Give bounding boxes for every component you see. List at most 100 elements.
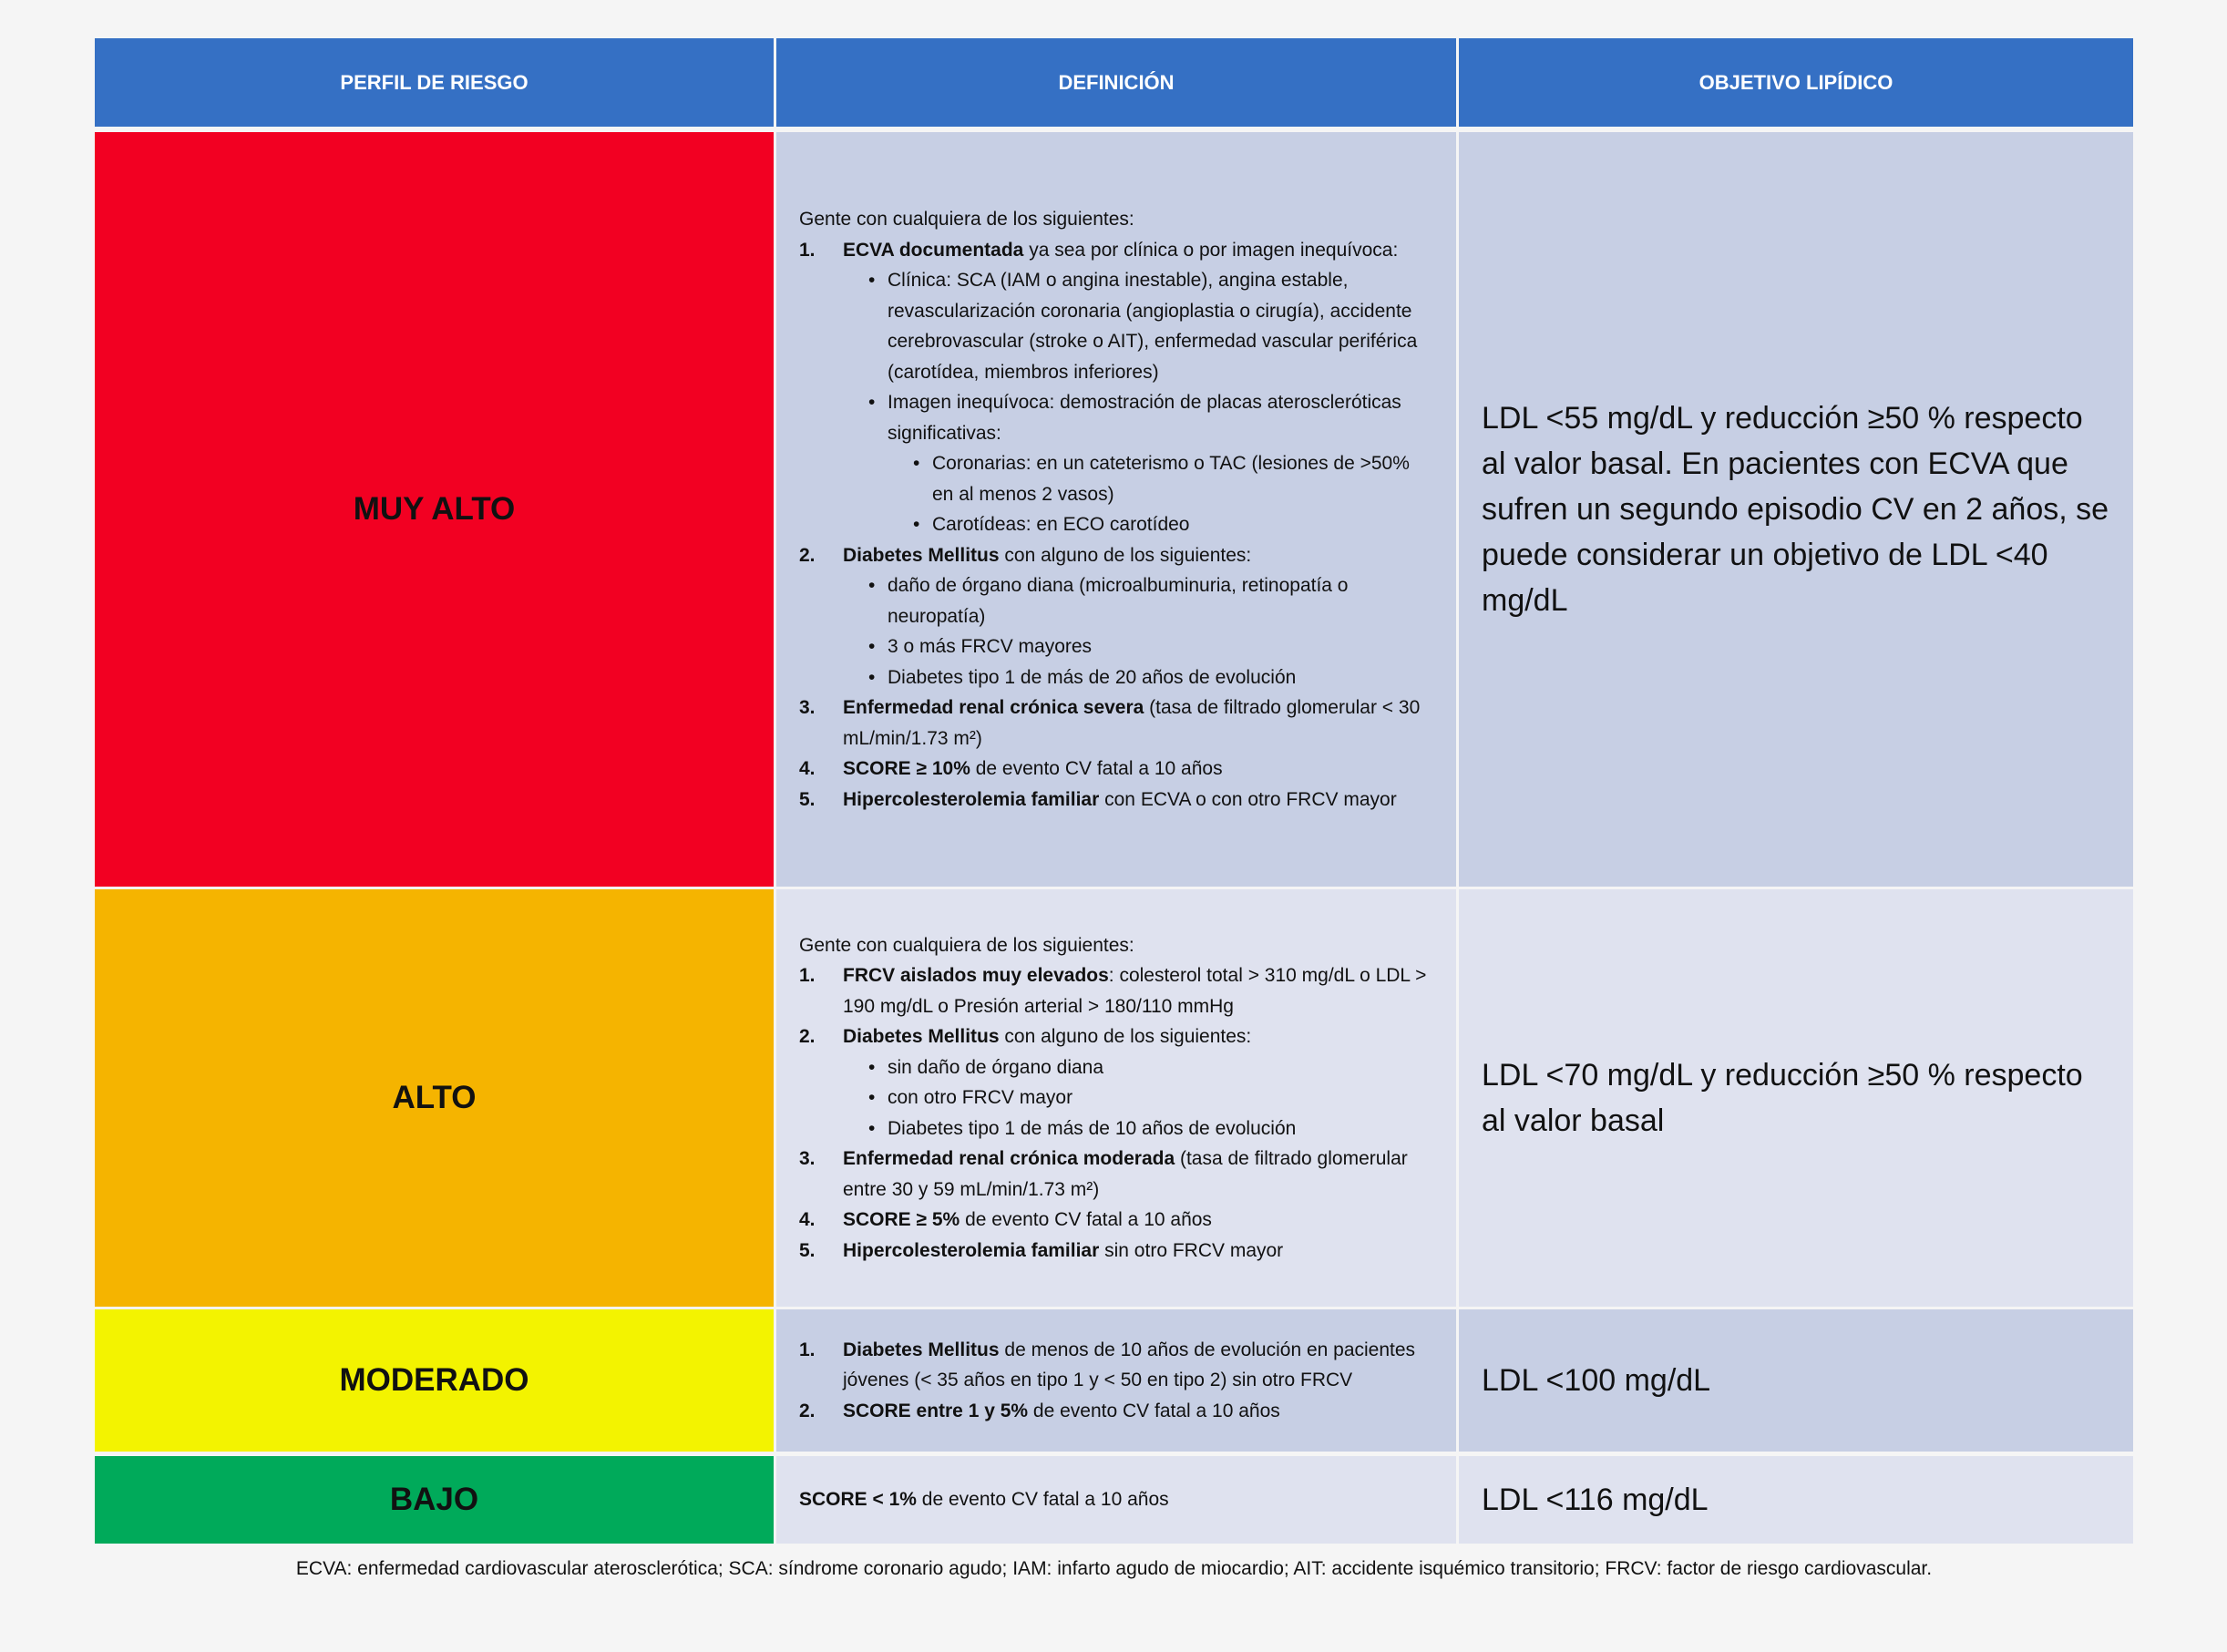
item-text: (tasa de filtrado glomerular < 30 mL/min… xyxy=(843,697,1421,749)
definition-cell: Gente con cualquiera de los siguientes: 1… xyxy=(776,132,1456,887)
item-text: sin otro FRCV mayor xyxy=(1099,1239,1284,1261)
item-text: de evento CV fatal a 10 años xyxy=(1028,1400,1280,1421)
item-text: de evento CV fatal a 10 años xyxy=(970,758,1223,779)
bullet-item: Coronarias: en un cateterismo o TAC (les… xyxy=(913,448,1434,509)
item-number: 1. xyxy=(799,1339,816,1360)
risk-cell: BAJO xyxy=(95,1456,774,1544)
item-bold: SCORE ≥ 5% xyxy=(843,1209,960,1231)
item-text: ya sea por clínica o por imagen inequívo… xyxy=(1023,239,1399,261)
bullet-text: Carotídeas: en ECO carotídeo xyxy=(932,514,1190,535)
item-bold: Hipercolesterolemia familiar xyxy=(843,1239,1100,1261)
definition-intro: Gente con cualquiera de los siguientes: xyxy=(799,209,1134,230)
item-text: de menos de 10 años de evolución en paci… xyxy=(843,1339,1416,1391)
bullet-text: Imagen inequívoca: demostración de placa… xyxy=(888,392,1401,444)
risk-cell: MODERADO xyxy=(95,1309,774,1452)
numbered-item: SCORE < 1% de evento CV fatal a 10 años xyxy=(799,1484,1434,1515)
item-number: 3. xyxy=(799,697,816,718)
bullet-text: Clínica: SCA (IAM o angina inestable), a… xyxy=(888,270,1418,383)
objective-text: LDL <116 mg/dL xyxy=(1482,1483,1709,1517)
definition-cell: Gente con cualquiera de los siguientes: 1… xyxy=(776,889,1456,1307)
numbered-item: 4. SCORE ≥ 10% de evento CV fatal a 10 añ… xyxy=(799,754,1434,785)
bullet-item: daño de órgano diana (microalbuminuria, … xyxy=(868,570,1434,631)
footnote: ECVA: enfermedad cardiovascular ateroscl… xyxy=(295,1558,1933,1579)
numbered-item: 3. Enfermedad renal crónica moderada (tas… xyxy=(799,1144,1434,1205)
item-text: con alguno de los siguientes: xyxy=(999,1026,1252,1048)
objective-text: LDL <55 mg/dL y reducción ≥50 % respecto… xyxy=(1482,401,2109,618)
item-bold: Hipercolesterolemia familiar xyxy=(843,788,1100,810)
item-number: 2. xyxy=(799,544,816,566)
risk-label: MODERADO xyxy=(339,1362,529,1398)
header-cell: PERFIL DE RIESGO xyxy=(95,38,774,127)
item-number: 2. xyxy=(799,1026,816,1048)
numbered-item: 4. SCORE ≥ 5% de evento CV fatal a 10 año… xyxy=(799,1205,1434,1236)
item-bold: Diabetes Mellitus xyxy=(843,1339,1000,1360)
numbered-item: 1. Diabetes Mellitus de menos de 10 años … xyxy=(799,1335,1434,1396)
numbered-item: 2. Diabetes Mellitus con alguno de los si… xyxy=(799,1021,1434,1144)
item-number: 1. xyxy=(799,239,816,261)
bullet-text: Diabetes tipo 1 de más de 10 años de evo… xyxy=(888,1117,1297,1139)
definition-cell: SCORE < 1% de evento CV fatal a 10 años xyxy=(776,1456,1456,1544)
objective-cell: LDL <55 mg/dL y reducción ≥50 % respecto… xyxy=(1459,132,2133,887)
bullet-item: Imagen inequívoca: demostración de placa… xyxy=(868,387,1434,540)
item-number: 4. xyxy=(799,758,816,779)
numbered-item: 2. Diabetes Mellitus con alguno de los si… xyxy=(799,540,1434,693)
bullet-item: Carotídeas: en ECO carotídeo xyxy=(913,509,1434,540)
bullet-text: Diabetes tipo 1 de más de 20 años de evo… xyxy=(888,666,1297,688)
bullet-item: Clínica: SCA (IAM o angina inestable), a… xyxy=(868,265,1434,387)
item-text: : colesterol total > 310 mg/dL o LDL > 1… xyxy=(843,965,1427,1017)
header-text: DEFINICIÓN xyxy=(1058,70,1175,94)
bullet-text: sin daño de órgano diana xyxy=(888,1056,1104,1078)
objective-text: LDL <100 mg/dL xyxy=(1482,1363,1711,1398)
numbered-item: 1. FRCV aislados muy elevados: colesterol… xyxy=(799,960,1434,1021)
objective-cell: LDL <70 mg/dL y reducción ≥50 % respecto… xyxy=(1459,889,2133,1307)
item-number: 3. xyxy=(799,1148,816,1170)
item-bold: FRCV aislados muy elevados xyxy=(843,965,1109,987)
numbered-item: 3. Enfermedad renal crónica severa (tasa … xyxy=(799,693,1434,754)
bullet-item: 3 o más FRCV mayores xyxy=(868,631,1434,662)
item-text: con alguno de los siguientes: xyxy=(999,544,1252,566)
header-cell: OBJETIVO LIPÍDICO xyxy=(1459,38,2133,127)
bullet-text: 3 o más FRCV mayores xyxy=(888,636,1093,657)
objective-text: LDL <70 mg/dL y reducción ≥50 % respecto… xyxy=(1482,1058,2083,1138)
numbered-item: 2. SCORE entre 1 y 5% de evento CV fatal … xyxy=(799,1396,1434,1427)
risk-cell: ALTO xyxy=(95,889,774,1307)
item-text: con ECVA o con otro FRCV mayor xyxy=(1099,788,1397,810)
item-number: 2. xyxy=(799,1400,816,1421)
bullet-text: daño de órgano diana (microalbuminuria, … xyxy=(888,575,1349,627)
header-text: OBJETIVO LIPÍDICO xyxy=(1698,70,1893,94)
risk-label: ALTO xyxy=(392,1080,477,1115)
item-number: 4. xyxy=(799,1209,816,1231)
item-text: de evento CV fatal a 10 años xyxy=(916,1489,1169,1511)
definition-intro: Gente con cualquiera de los siguientes: xyxy=(799,934,1134,956)
item-number: 5. xyxy=(799,1239,816,1261)
risk-label: MUY ALTO xyxy=(353,491,516,527)
item-bold: SCORE < 1% xyxy=(799,1489,917,1511)
definition-cell: 1. Diabetes Mellitus de menos de 10 años … xyxy=(776,1309,1456,1452)
header-cell: DEFINICIÓN xyxy=(776,38,1456,127)
bullet-item: sin daño de órgano diana xyxy=(868,1052,1434,1083)
item-text: (tasa de filtrado glomerular entre 30 y … xyxy=(843,1148,1408,1200)
bullet-text: Coronarias: en un cateterismo o TAC (les… xyxy=(932,453,1410,505)
risk-label: BAJO xyxy=(389,1482,479,1517)
item-bold: SCORE ≥ 10% xyxy=(843,758,970,779)
numbered-item: 5. Hipercolesterolemia familiar con ECVA … xyxy=(799,785,1434,816)
bullet-item: Diabetes tipo 1 de más de 10 años de evo… xyxy=(868,1113,1434,1144)
numbered-item: 1. ECVA documentada ya sea por clínica o … xyxy=(799,235,1434,540)
risk-cell: MUY ALTO xyxy=(95,132,774,887)
bullet-text: con otro FRCV mayor xyxy=(888,1087,1073,1109)
item-bold: Enfermedad renal crónica moderada xyxy=(843,1148,1175,1170)
header-text: PERFIL DE RIESGO xyxy=(340,70,529,94)
item-bold: Diabetes Mellitus xyxy=(843,544,1000,566)
item-number: 1. xyxy=(799,965,816,987)
bullet-item: con otro FRCV mayor xyxy=(868,1083,1434,1113)
item-bold: Diabetes Mellitus xyxy=(843,1026,1000,1048)
item-bold: Enfermedad renal crónica severa xyxy=(843,697,1144,718)
item-bold: SCORE entre 1 y 5% xyxy=(843,1400,1029,1421)
bullet-item: Diabetes tipo 1 de más de 20 años de evo… xyxy=(868,662,1434,693)
numbered-item: 5. Hipercolesterolemia familiar sin otro … xyxy=(799,1236,1434,1267)
objective-cell: LDL <116 mg/dL xyxy=(1459,1456,2133,1544)
objective-cell: LDL <100 mg/dL xyxy=(1459,1309,2133,1452)
item-bold: ECVA documentada xyxy=(843,239,1024,261)
item-number: 5. xyxy=(799,788,816,810)
